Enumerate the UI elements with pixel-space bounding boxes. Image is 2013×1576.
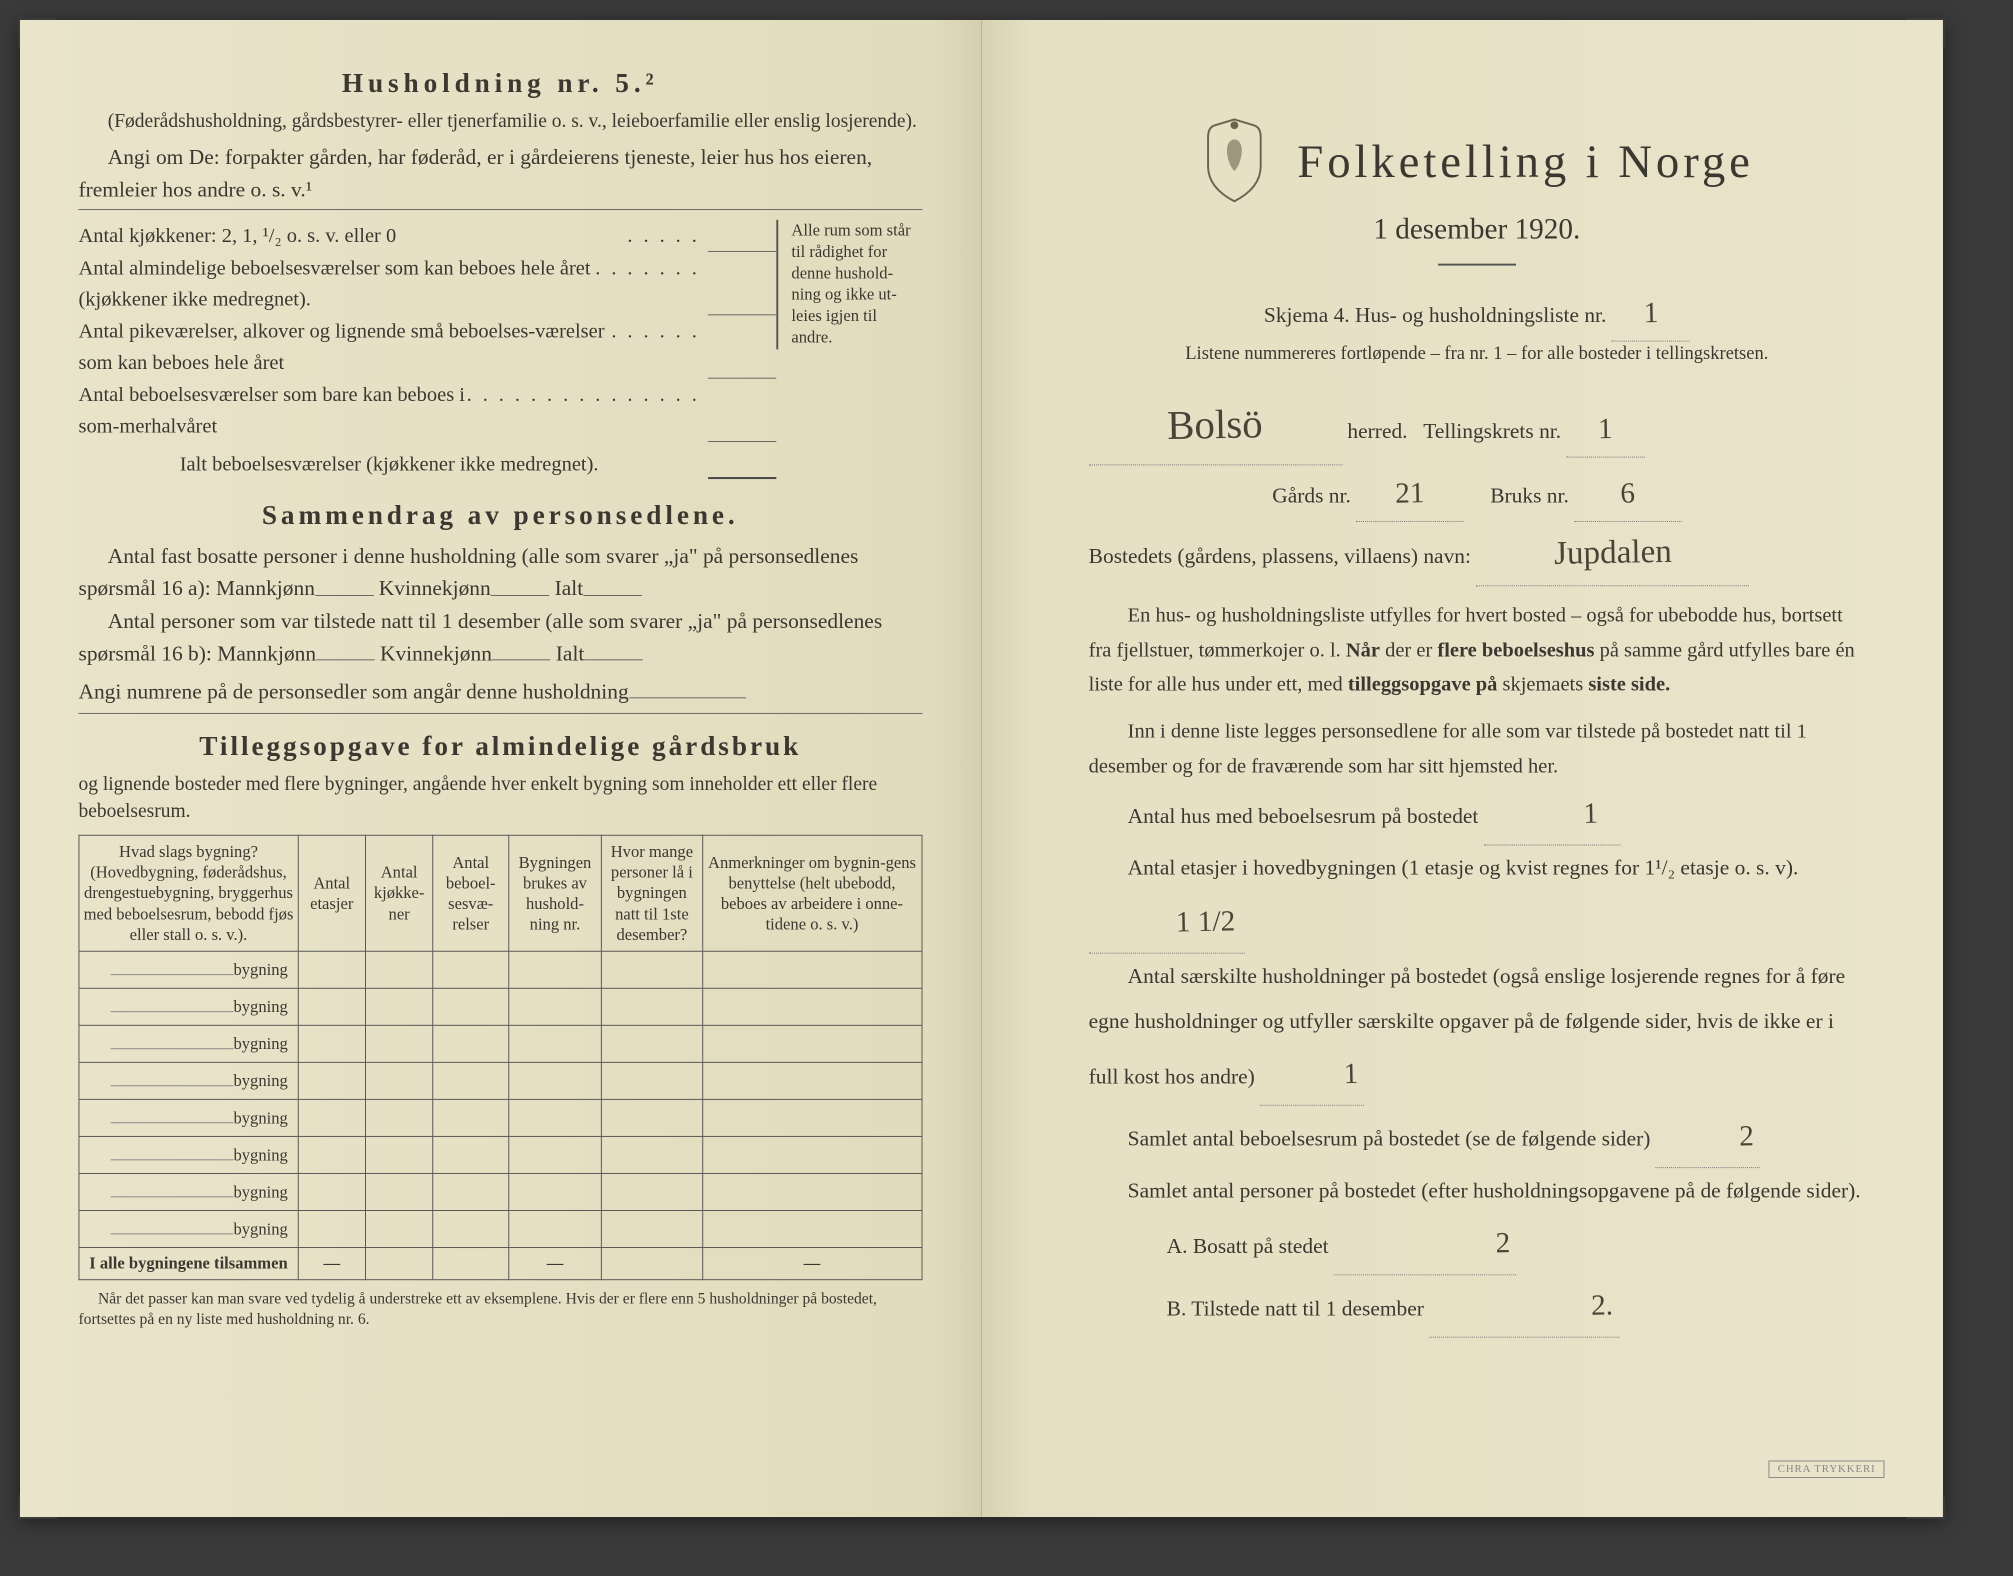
f3-field: 1 (1260, 1043, 1364, 1105)
bygning-label-cell: bygning (79, 988, 298, 1025)
angi-numrene: Angi numrene på de personsedler som angå… (78, 675, 922, 707)
table-row: bygning (79, 951, 922, 988)
fA-field: 2 (1334, 1213, 1516, 1275)
table-row: bygning (79, 1063, 922, 1100)
footnote: Når det passer kan man svare ved tydelig… (78, 1290, 922, 1331)
bygning-table: Hvad slags bygning? (Hovedbygning, føder… (78, 835, 922, 1281)
main-title: Folketelling i Norge (1297, 135, 1754, 189)
table-row: bygning (79, 1211, 922, 1248)
sammendrag-p1: Antal fast bosatte personer i denne hush… (78, 540, 922, 605)
f1-field: 1 (1484, 784, 1620, 846)
table-row: bygning (79, 1026, 922, 1063)
gards-line: Gårds nr. 21 Bruks nr. 6 (1089, 466, 1865, 523)
kjokkener-label: Antal kjøkkener: 2, 1, ¹/₂ o. s. v. elle… (78, 220, 627, 252)
blank-field (708, 448, 776, 480)
herred-line: Bolsö herred. Tellingskrets nr. 1 (1089, 387, 1865, 466)
census-document: Husholdning nr. 5.² (Føderådshusholdning… (20, 20, 1943, 1517)
f2-field: 1 1/2 (1089, 891, 1245, 953)
room-counts-block: Antal kjøkkener: 2, 1, ¹/₂ o. s. v. elle… (78, 220, 922, 480)
bygning-label-cell: bygning (79, 1026, 298, 1063)
blank-field (316, 637, 374, 661)
blank-field (708, 252, 776, 315)
divider (1438, 264, 1516, 266)
room-counts-left: Antal kjøkkener: 2, 1, ¹/₂ o. s. v. elle… (78, 220, 775, 480)
bygning-label-cell: bygning (79, 1063, 298, 1100)
f3-row: Antal særskilte husholdninger på bostede… (1089, 953, 1865, 1105)
bygning-label-cell: bygning (79, 951, 298, 988)
fB-row: B. Tilstede natt til 1 desember 2. (1089, 1275, 1865, 1337)
ialt-label: Ialt beboelsesværelser (kjøkkener ikke m… (78, 448, 699, 480)
bruks-field: 6 (1574, 466, 1681, 523)
sammendrag-title: Sammendrag av personsedlene. (78, 501, 922, 532)
f1-row: Antal hus med beboelsesrum på bostedet 1 (1089, 784, 1865, 846)
right-page: Folketelling i Norge 1 desember 1920. Sk… (981, 20, 1942, 1517)
fA-row: A. Bosatt på stedet 2 (1089, 1213, 1865, 1275)
herred-field: Bolsö (1089, 387, 1342, 466)
blank-field (492, 637, 550, 661)
row-label: Antal beboelsesværelser som bare kan beb… (78, 378, 466, 441)
th-bygning: Hvad slags bygning? (Hovedbygning, føder… (79, 835, 298, 951)
th-etasjer: Antal etasjer (298, 835, 365, 951)
blank-field (708, 220, 776, 252)
left-page: Husholdning nr. 5.² (Føderådshusholdning… (20, 20, 981, 1517)
bygning-label-cell: bygning (79, 1100, 298, 1137)
th-kjokkener: Antal kjøkke-ner (365, 835, 432, 951)
th-brukes: Bygningen brukes av hushold-ning nr. (509, 835, 602, 951)
para-2: Inn i denne liste legges personsedlene f… (1089, 714, 1865, 784)
angi-line: Angi om De: forpakter gården, har føderå… (78, 141, 922, 205)
bygning-label-cell: bygning (79, 1137, 298, 1174)
blank-field (708, 315, 776, 378)
blank-field (315, 572, 373, 596)
skjema-line: Skjema 4. Hus- og husholdningsliste nr. … (1089, 285, 1865, 342)
th-anmerk: Anmerkninger om bygnin-gens benyttelse (… (702, 835, 921, 951)
th-beboelser: Antal beboel-sesvæ-relser (433, 835, 509, 951)
bygning-label-cell: bygning (79, 1174, 298, 1211)
blank-field (629, 675, 746, 699)
blank-field (708, 378, 776, 441)
f4-field: 2 (1656, 1106, 1760, 1168)
fB-field: 2. (1429, 1275, 1619, 1337)
gards-field: 21 (1356, 466, 1463, 523)
rule-line (78, 713, 922, 714)
tillegg-sub: og lignende bosteder med flere bygninger… (78, 770, 922, 825)
title-block: Folketelling i Norge (1297, 135, 1754, 189)
totals-label: I alle bygningene tilsammen (79, 1248, 298, 1280)
row-label: Antal almindelige beboelsesværelser som … (78, 252, 595, 315)
table-row: bygning (79, 1100, 922, 1137)
table-row: bygning (79, 1174, 922, 1211)
bostedets-field: Jupdalen (1476, 522, 1749, 586)
rule-line (78, 209, 922, 210)
listene-note: Listene nummereres fortløpende – fra nr.… (1089, 342, 1865, 368)
row-label: Antal pikeværelser, alkover og lignende … (78, 315, 611, 378)
blank-field (584, 637, 642, 661)
header-row: Folketelling i Norge (1089, 117, 1865, 205)
table-row: bygning (79, 1137, 922, 1174)
bygning-label-cell: bygning (79, 1211, 298, 1248)
f4-row: Samlet antal beboelsesrum på bostedet (s… (1089, 1106, 1865, 1168)
skjema-nr-field: 1 (1612, 285, 1690, 342)
husholdning-note: (Føderådshusholdning, gårdsbestyrer- ell… (78, 108, 922, 135)
husholdning-title: Husholdning nr. 5.² (78, 69, 922, 100)
table-row: bygning (79, 988, 922, 1025)
tillegg-title: Tilleggsopgave for almindelige gårdsbruk (78, 731, 922, 762)
sammendrag-p2: Antal personer som var tilstede natt til… (78, 604, 922, 669)
blank-field (491, 572, 549, 596)
date-line: 1 desember 1920. (1089, 213, 1865, 246)
para-1: En hus- og husholdningsliste utfylles fo… (1089, 598, 1865, 702)
printer-stamp: CHRA TRYKKERI (1769, 1460, 1885, 1478)
f2-row: Antal etasjer i hovedbygningen (1 etasje… (1089, 846, 1865, 953)
f5-row: Samlet antal personer på bostedet (efter… (1089, 1168, 1865, 1213)
th-personer: Hvor mange personer lå i bygningen natt … (601, 835, 702, 951)
coat-of-arms-icon (1200, 117, 1268, 205)
brace-note: Alle rum som står til rådighet for denne… (776, 220, 922, 349)
bostedets-line: Bostedets (gårdens, plassens, villaens) … (1089, 522, 1865, 586)
tellingskrets-field: 1 (1566, 401, 1644, 458)
blank-field (583, 572, 641, 596)
